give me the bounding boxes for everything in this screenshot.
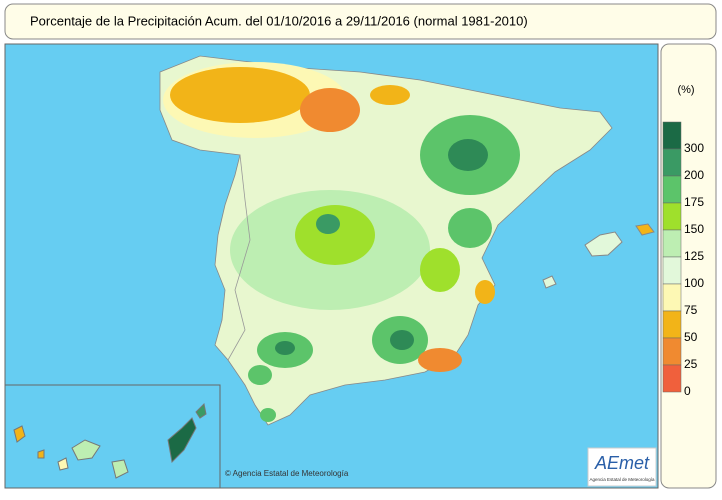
logo: AEmet [594, 453, 650, 473]
legend-label: 300 [684, 141, 704, 155]
legend-label: 200 [684, 168, 704, 182]
legend-swatch [662, 283, 682, 312]
balearic-island [584, 231, 623, 257]
legend-swatch [662, 310, 682, 339]
legend-label: 25 [684, 357, 698, 371]
credit: © Agencia Estatal de Meteorología [225, 469, 349, 478]
legend-label: 75 [684, 303, 698, 317]
legend-swatch [662, 364, 682, 393]
balearic-island [635, 223, 655, 236]
legend-label: 125 [684, 249, 704, 263]
legend-swatch [662, 148, 682, 177]
legend-label: 50 [684, 330, 698, 344]
legend-swatch [662, 256, 682, 285]
balearic-island [542, 275, 557, 289]
legend: 300 200 175 150 125 100 75 50 25 0 [662, 121, 704, 398]
legend-swatch [662, 121, 682, 150]
title-box [4, 3, 717, 40]
legend-swatch [662, 337, 682, 366]
legend-label: 0 [684, 384, 691, 398]
legend-label: 100 [684, 276, 704, 290]
legend-swatch [662, 202, 682, 231]
logo-subtitle: Agencia Estatal de Meteorología [589, 477, 655, 482]
legend-swatch [662, 229, 682, 258]
legend-unit: (%) [677, 84, 694, 96]
legend-swatch [662, 175, 682, 204]
title: Porcentaje de la Precipitación Acum. del… [30, 13, 528, 28]
logo-box [587, 447, 657, 487]
legend-label: 150 [684, 222, 704, 236]
canary-islands [13, 402, 207, 479]
border [227, 154, 251, 361]
precipitation-areas [163, 62, 520, 422]
legend-label: 175 [684, 195, 704, 209]
